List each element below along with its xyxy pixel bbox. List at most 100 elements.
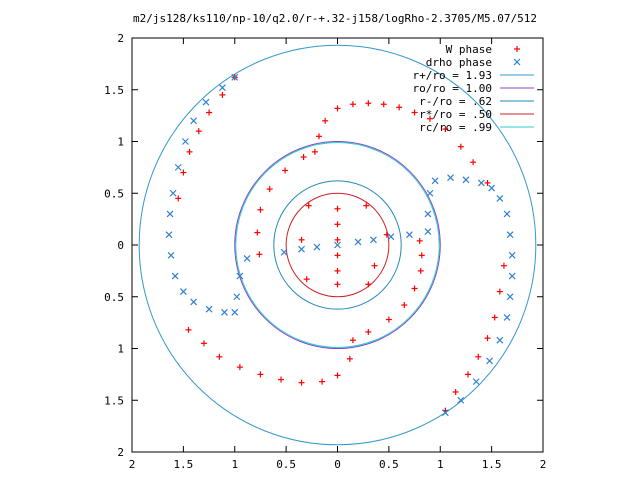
w-phase-point-37 (185, 326, 192, 333)
chart-title: m2/js128/ks110/np-10/q2.0/r-+.32-j158/lo… (133, 12, 537, 25)
w-phase-point-8 (322, 117, 329, 124)
w-phase-point-55 (334, 236, 341, 243)
legend-label-4: r-/ro = .62 (419, 95, 492, 108)
w-phase-point-13 (396, 104, 403, 111)
w-phase-point-49 (484, 335, 491, 342)
w-phase-point-40 (206, 109, 213, 116)
drho-phase-point-37 (167, 251, 175, 259)
x-tick-label-5: 0.5 (379, 458, 399, 471)
x-tick-label-4: 0 (334, 458, 341, 471)
drho-phase-point-30 (233, 293, 241, 301)
w-phase-point-44 (175, 195, 182, 202)
drho-phase-point-40 (169, 189, 177, 197)
drho-phase-point-46 (231, 73, 239, 81)
w-phase-point-59 (305, 202, 312, 209)
x-tick-label-7: 1.5 (482, 458, 502, 471)
w-phase-point-29 (334, 372, 341, 379)
w-phase-point-18 (470, 159, 477, 166)
drho-phase-point-13 (462, 176, 470, 184)
circle-3 (234, 141, 441, 349)
drho-phase-point-0 (280, 248, 288, 256)
w-phase-point-4 (282, 167, 289, 174)
y-tick-label-6: 1 (117, 343, 124, 356)
y-tick-label-5: 0.5 (104, 291, 124, 304)
w-phase-point-52 (500, 262, 507, 269)
drho-phase-point-12 (447, 174, 454, 182)
w-phase-point-35 (216, 353, 223, 360)
drho-phase-point-8 (424, 228, 432, 235)
legend-label-5: r*/ro = .50 (419, 108, 492, 121)
drho-phase-point-17 (503, 210, 511, 218)
drho-phase-point-15 (488, 184, 496, 192)
w-phase-point-54 (334, 221, 341, 228)
drho-phase-point-3 (334, 241, 341, 249)
x-tick-label-8: 2 (540, 458, 547, 471)
axis-ticks: 2 1.5 1 0.5 0 0.5 1 1.5 221.510.500.511.52 (104, 32, 546, 471)
drho-phase-point-39 (166, 210, 174, 218)
x-tick-label-2: 1 (231, 458, 238, 471)
w-phase-point-12 (380, 101, 387, 108)
w-phase-point-19 (484, 179, 491, 186)
w-phase-point-43 (180, 169, 187, 176)
w-phase-point-21 (418, 252, 425, 259)
w-phase-point-28 (346, 355, 353, 362)
w-phase-point-58 (334, 281, 341, 288)
drho-phase-point-31 (231, 308, 239, 316)
drho-phase-point-5 (370, 236, 377, 244)
reference-circles (138, 44, 537, 446)
drho-phase-point-21 (506, 293, 514, 301)
w-phase-point-22 (417, 267, 424, 274)
w-phase-point-46 (452, 388, 459, 395)
circle-6 (235, 142, 440, 348)
w-phase-point-48 (475, 353, 482, 360)
legend-label-0: W phase (446, 43, 492, 56)
drho-phase-point-27 (441, 409, 449, 417)
w-phase-point-1 (254, 229, 261, 236)
legend-label-2: r+/ro = 1.93 (413, 69, 492, 82)
w-phase-point-7 (316, 133, 323, 140)
circle-5 (285, 192, 390, 298)
drho-phase-point-38 (165, 231, 173, 239)
legend-label-1: drho phase (426, 56, 492, 69)
drho-phase-point-34 (190, 298, 198, 306)
w-phase-point-60 (363, 202, 370, 209)
x-tick-label-1: 1.5 (173, 458, 193, 471)
drho-phase-point-32 (221, 308, 228, 316)
drho-phase-point-41 (174, 163, 182, 171)
legend-swatch-1 (513, 58, 521, 66)
drho-phase-point-36 (171, 272, 179, 280)
drho-phase-point-43 (190, 117, 198, 125)
drho-phase-point-7 (406, 231, 413, 239)
drho-phase-point-35 (179, 288, 187, 295)
y-tick-label-2: 1 (117, 136, 124, 149)
circle-4 (273, 180, 402, 310)
drho-phase-point-33 (205, 305, 213, 313)
drho-phase-point-19 (508, 251, 516, 259)
drho-phase-point-4 (354, 238, 362, 246)
y-tick-label-7: 1.5 (104, 394, 124, 407)
legend-swatch-0 (514, 46, 520, 52)
drho-phase-point-11 (431, 177, 439, 185)
x-tick-label-6: 1 (437, 458, 444, 471)
drho-phase-point-29 (236, 272, 244, 280)
w-phase-point-10 (349, 101, 356, 108)
w-phase-point-14 (411, 109, 418, 116)
w-phase-point-34 (236, 364, 243, 371)
w-phase-point-11 (365, 100, 372, 107)
drho-phase-point-42 (182, 138, 189, 145)
w-phase-point-15 (426, 115, 433, 122)
drho-phase-point-6 (387, 233, 395, 241)
drho-phase-point-45 (218, 84, 226, 92)
w-phase-point-53 (334, 205, 341, 212)
drho-phase-point-1 (298, 245, 305, 253)
y-tick-label-8: 2 (117, 446, 124, 459)
drho-phase-point-23 (496, 336, 504, 344)
x-tick-label-0: 2 (129, 458, 136, 471)
y-tick-label-3: 0.5 (104, 187, 124, 200)
w-phase-point-2 (257, 206, 264, 213)
drho-phase-point-20 (508, 272, 516, 280)
drho-phase-point-24 (486, 357, 493, 365)
w-phase-point-42 (186, 148, 193, 155)
w-phase-point-47 (464, 371, 471, 378)
